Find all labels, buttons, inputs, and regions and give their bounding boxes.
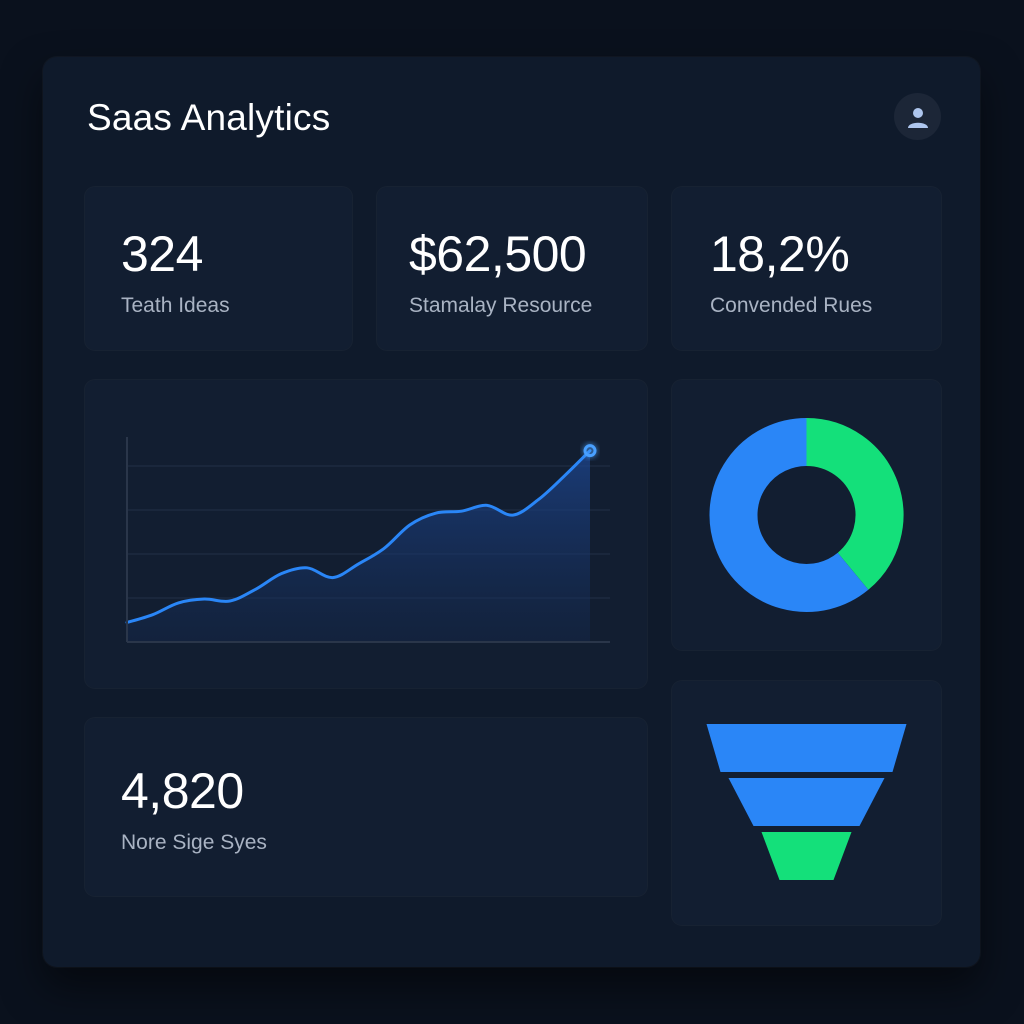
donut-slice-green [805, 418, 904, 590]
stat-card-ideas: 324 Teath Ideas [85, 187, 352, 350]
donut-slice-blue [709, 418, 869, 612]
stat-label: Nore Sige Syes [121, 831, 267, 854]
series-line [125, 449, 592, 624]
user-icon [907, 107, 928, 128]
funnel-stage-3 [761, 832, 852, 880]
stat-value: 18,2% [710, 226, 850, 282]
dashboard-panel: Saas Analytics 324 Teath Ideas $62,500 S… [43, 57, 980, 967]
stat-card-rate: 18,2% Convended Rues [672, 187, 941, 350]
page-title: Saas Analytics [87, 97, 331, 138]
line-chart-card [85, 380, 647, 688]
stat-value: 4,820 [121, 763, 244, 819]
stat-card-resource: $62,500 Stamalay Resource [377, 187, 647, 350]
stat-label: Teath Ideas [121, 294, 230, 317]
stat-label: Convended Rues [710, 294, 873, 317]
stat-label: Stamalay Resource [409, 294, 593, 317]
series-end-point [583, 444, 597, 458]
donut-chart-card [672, 380, 941, 650]
area-fill [127, 450, 590, 642]
stat-card-signups: 4,820 Nore Sige Syes [85, 718, 647, 896]
funnel-stage-1 [706, 724, 907, 772]
funnel-stage-2 [728, 778, 885, 826]
donut-chart [709, 418, 904, 612]
stat-value: $62,500 [409, 226, 587, 282]
stat-value: 324 [121, 226, 203, 282]
funnel-chart [706, 724, 907, 880]
funnel-chart-card [672, 681, 941, 925]
line-chart [125, 437, 610, 643]
avatar[interactable] [894, 93, 941, 140]
